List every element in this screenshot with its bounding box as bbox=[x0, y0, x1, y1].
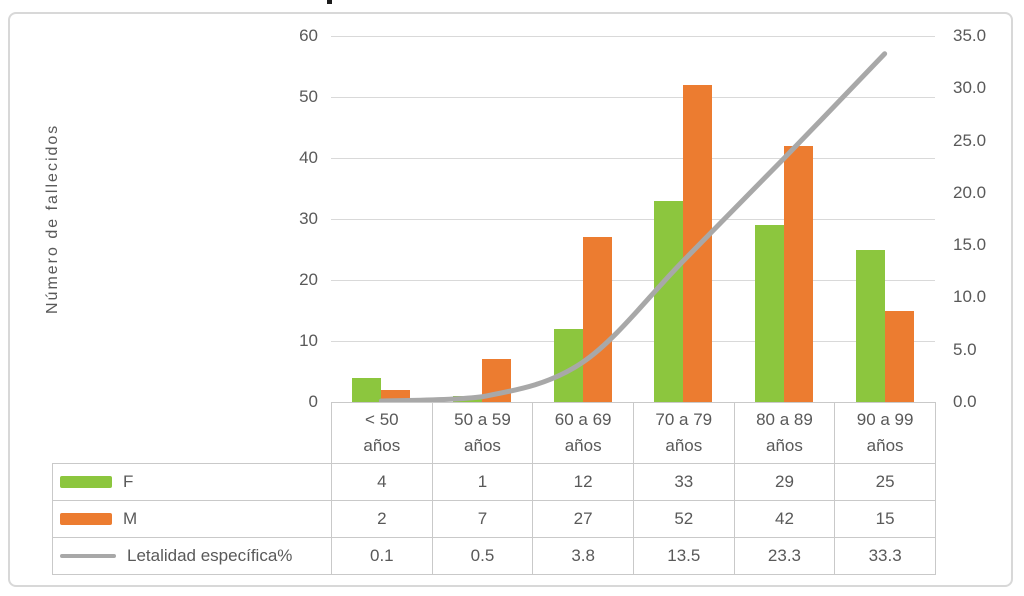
bar-f bbox=[755, 225, 784, 402]
table-value-cell: 33 bbox=[632, 463, 735, 501]
legend-cell: M bbox=[52, 500, 332, 538]
table-value-cell: 13.5 bbox=[632, 537, 735, 575]
table-value-cell: 0.5 bbox=[431, 537, 534, 575]
bar-m bbox=[582, 237, 612, 402]
category-header-cell: 50 a 59 años bbox=[431, 402, 534, 464]
bar-f bbox=[855, 249, 885, 402]
table-value-cell: 29 bbox=[733, 463, 836, 501]
cropped-title-descender bbox=[327, 0, 332, 4]
table-value-cell: 2 bbox=[331, 500, 433, 538]
gridline bbox=[331, 280, 935, 281]
legend-entry: F bbox=[54, 472, 331, 492]
chart-data-table: < 50 años 50 a 59 años 60 a 69 años 70 a 79… bbox=[52, 402, 936, 575]
left-axis-tick: 50 bbox=[299, 87, 318, 106]
table-header-row: < 50 años 50 a 59 años 60 a 69 años 70 a 79… bbox=[53, 402, 936, 464]
category-header-cell: 70 a 79 años bbox=[632, 402, 735, 464]
bar-f bbox=[352, 377, 382, 402]
legend-label: F bbox=[123, 472, 134, 491]
right-axis-tick: 25.0 bbox=[953, 130, 987, 150]
gridline bbox=[331, 341, 935, 342]
category-header-cell: < 50 años bbox=[331, 402, 433, 464]
bar-m bbox=[784, 145, 813, 402]
data-table: < 50 años 50 a 59 años 60 a 69 años 70 a 79… bbox=[52, 402, 936, 575]
table-value-cell: 25 bbox=[834, 463, 936, 501]
left-axis-tick: 60 bbox=[299, 26, 318, 45]
table-value-cell: 23.3 bbox=[733, 537, 836, 575]
bar-f bbox=[654, 200, 684, 402]
table-row: F 4 1 12 33 29 25 bbox=[52, 463, 936, 501]
plot-area bbox=[331, 36, 935, 404]
right-axis-tick: 30.0 bbox=[953, 78, 987, 98]
table-value-cell: 42 bbox=[733, 500, 836, 538]
bar-m bbox=[884, 310, 914, 402]
gridline bbox=[331, 36, 935, 37]
table-value-cell: 52 bbox=[632, 500, 735, 538]
gridline bbox=[331, 219, 935, 220]
right-axis-tick: 0.0 bbox=[953, 392, 977, 411]
table-value-cell: 3.8 bbox=[532, 537, 634, 575]
table-value-cell: 15 bbox=[834, 500, 936, 538]
left-axis-tick: 0 bbox=[308, 392, 318, 411]
left-axis-tick: 10 bbox=[299, 331, 318, 350]
table-value-cell: 7 bbox=[431, 500, 534, 538]
left-axis-tick: 20 bbox=[299, 270, 318, 289]
table-value-cell: 1 bbox=[431, 463, 534, 501]
category-header-cell: 80 a 89 años bbox=[733, 402, 836, 464]
y-axis-title: Número de fallecidos bbox=[44, 123, 61, 315]
table-value-cell: 33.3 bbox=[834, 537, 936, 575]
legend-entry: M bbox=[54, 509, 331, 529]
legend-label: Letalidad específica% bbox=[127, 546, 293, 565]
legend-swatch-line bbox=[60, 554, 116, 558]
right-axis-tick: 20.0 bbox=[953, 182, 987, 202]
table-row: M 2 7 27 52 42 15 bbox=[52, 500, 936, 538]
category-header-cell: 90 a 99 años bbox=[834, 402, 936, 464]
legend-cell: F bbox=[52, 463, 332, 501]
legend-swatch-f bbox=[60, 476, 112, 488]
right-axis-tick: 5.0 bbox=[953, 339, 977, 359]
gridline bbox=[331, 158, 935, 159]
table-value-cell: 12 bbox=[532, 463, 634, 501]
legend-swatch-m bbox=[60, 513, 112, 525]
left-axis-tick: 30 bbox=[299, 209, 318, 228]
table-row: Letalidad específica% 0.1 0.5 3.8 13.5 23.3 33… bbox=[52, 537, 936, 575]
right-axis-tick: 35.0 bbox=[953, 26, 987, 45]
lethality-line bbox=[378, 51, 888, 404]
legend-label: M bbox=[123, 509, 138, 528]
table-corner-spacer bbox=[53, 403, 332, 464]
table-value-cell: 0.1 bbox=[331, 537, 433, 575]
table-value-cell: 4 bbox=[331, 463, 433, 501]
legend-entry: Letalidad específica% bbox=[54, 546, 331, 566]
right-axis-tick: 15.0 bbox=[953, 235, 987, 255]
legend-cell: Letalidad específica% bbox=[52, 537, 332, 575]
table-value-cell: 27 bbox=[532, 500, 634, 538]
left-axis-tick: 40 bbox=[299, 148, 318, 167]
gridline bbox=[331, 97, 935, 98]
category-header-cell: 60 a 69 años bbox=[532, 402, 634, 464]
right-axis-tick: 10.0 bbox=[953, 287, 987, 307]
